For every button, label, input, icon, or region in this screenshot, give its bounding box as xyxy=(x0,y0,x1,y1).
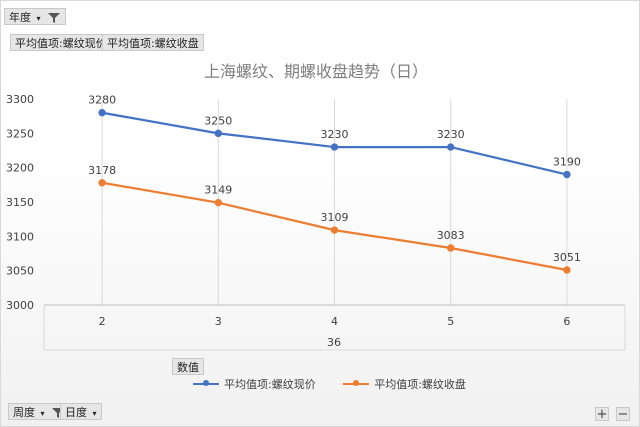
day-filter-button[interactable]: 日度 ▾ xyxy=(60,403,102,420)
legend-item-spot: 平均值项:螺纹现价 xyxy=(193,376,316,392)
x-tick-label: 3 xyxy=(215,315,222,328)
data-label: 3149 xyxy=(204,184,232,197)
chart-legend: 平均值项:螺纹现价 平均值项:螺纹收盘 xyxy=(193,375,490,392)
zoom-controls: + − xyxy=(593,403,630,422)
filter-icon xyxy=(48,13,61,23)
day-filter-label: 日度 xyxy=(65,406,87,419)
data-point xyxy=(98,109,106,117)
week-filter-label: 周度 xyxy=(13,406,35,419)
data-label: 3190 xyxy=(553,156,581,169)
data-label: 3230 xyxy=(321,128,349,141)
week-filter-button[interactable]: 周度 ▾ xyxy=(8,403,71,420)
values-button[interactable]: 数值 xyxy=(172,358,204,375)
data-point xyxy=(214,129,223,138)
y-tick-label: 3100 xyxy=(6,230,34,243)
expand-button[interactable]: + xyxy=(594,407,609,422)
data-label: 3051 xyxy=(553,251,581,264)
x-tick-label: 5 xyxy=(447,315,454,328)
value-field-label: 平均值项:螺纹现价 xyxy=(15,37,107,50)
data-label: 3109 xyxy=(321,211,349,224)
data-point xyxy=(330,143,339,151)
legend-label: 平均值项:螺纹现价 xyxy=(224,378,316,391)
legend-item-close: 平均值项:螺纹收盘 xyxy=(343,376,466,392)
values-button-label: 数值 xyxy=(177,361,199,374)
data-point xyxy=(447,244,455,252)
collapse-button[interactable]: − xyxy=(616,407,630,422)
y-tick-label: 3000 xyxy=(6,299,34,312)
data-point xyxy=(98,179,106,187)
y-tick-label: 3250 xyxy=(6,127,34,140)
y-tick-label: 3200 xyxy=(6,162,34,175)
data-label: 3083 xyxy=(437,229,465,242)
value-field-button-close[interactable]: 平均值项:螺纹收盘 xyxy=(102,34,204,51)
data-point xyxy=(330,226,339,234)
data-label: 3280 xyxy=(88,94,116,107)
x-tick-label: 4 xyxy=(331,315,338,328)
data-point xyxy=(447,143,455,151)
data-label: 3250 xyxy=(204,114,232,127)
year-filter-label: 年度 xyxy=(9,11,31,24)
value-field-button-spot[interactable]: 平均值项:螺纹现价 xyxy=(10,34,112,51)
x-tick-label: 6 xyxy=(563,315,570,328)
dropdown-caret-icon: ▾ xyxy=(92,408,97,418)
legend-marker xyxy=(193,380,219,386)
data-point xyxy=(563,266,571,274)
data-label: 3178 xyxy=(88,164,116,177)
year-filter-button[interactable]: 年度 ▾ xyxy=(4,8,67,25)
dropdown-caret-icon: ▾ xyxy=(36,13,41,23)
data-label: 3230 xyxy=(437,128,465,141)
legend-label: 平均值项:螺纹收盘 xyxy=(374,378,466,391)
data-point xyxy=(214,198,223,207)
y-tick-label: 3150 xyxy=(6,196,34,209)
y-tick-label: 3050 xyxy=(6,265,34,278)
legend-marker xyxy=(343,380,370,386)
dropdown-caret-icon: ▾ xyxy=(40,408,45,418)
y-tick-label: 3300 xyxy=(6,93,34,106)
value-field-label: 平均值项:螺纹收盘 xyxy=(107,37,199,50)
x-tick-label: 2 xyxy=(99,315,106,328)
x-group-label: 36 xyxy=(327,336,341,349)
chart-title: 上海螺纹、期螺收盘趋势（日） xyxy=(204,62,428,81)
data-point xyxy=(563,170,571,179)
